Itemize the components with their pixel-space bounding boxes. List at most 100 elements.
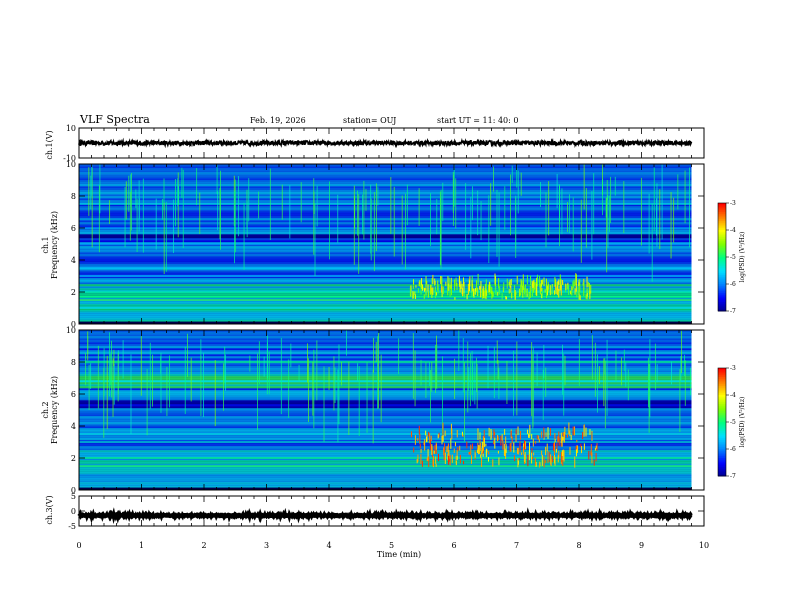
ch2-spectrogram-noise-row xyxy=(79,436,692,439)
ch2-colorbar-swatch xyxy=(718,413,726,416)
ch1-spectrogram-noise-row xyxy=(79,268,692,271)
ch3-waveform-ytick-label: -5 xyxy=(68,522,76,531)
ch2-colorbar-swatch xyxy=(718,378,726,382)
ch1-spectrogram-noise-row xyxy=(79,202,692,205)
ch2-spectrogram-noise-row xyxy=(79,458,692,461)
ch1-spectrogram-noise-row xyxy=(79,206,692,209)
ch2-spectrogram-ylabel-line2: Frequency (kHz) xyxy=(50,376,59,444)
ch2-spectrogram-noise-row xyxy=(79,410,692,413)
ch2-spectrogram-noise-row xyxy=(79,348,692,351)
ch1-spectrogram-noise-row xyxy=(79,244,692,247)
ch1-colorbar-swatch xyxy=(718,260,726,263)
ch2-spectrogram-noise-row xyxy=(79,420,692,423)
ch2-colorbar-swatch xyxy=(718,373,726,376)
ch2-spectrogram-noise-row xyxy=(79,366,692,369)
ch2-colorbar-swatch xyxy=(718,459,726,463)
ch1-spectrogram-ytick-label: 6 xyxy=(71,224,76,233)
ch1-spectrogram-noise-row xyxy=(79,212,692,215)
ch1-spectrogram-noise-row xyxy=(79,302,692,305)
ch1-spectrogram-noise-row xyxy=(79,164,692,167)
ch2-spectrogram-noise-row xyxy=(79,394,692,397)
ch2-colorbar-swatch xyxy=(718,441,726,445)
ch1-colorbar-swatch xyxy=(718,291,726,294)
ch1-spectrogram-noise-row xyxy=(79,236,692,239)
ch1-spectrogram-noise-row xyxy=(79,292,692,295)
ch2-spectrogram-noise-row xyxy=(79,356,692,359)
time-axis-tick-label: 5 xyxy=(389,541,394,550)
ch2-colorbar-swatch xyxy=(718,468,726,472)
ch1-spectrogram-noise-row xyxy=(79,224,692,227)
ch1-spectrogram-noise-row xyxy=(79,230,692,233)
ch1-colorbar-swatch xyxy=(718,309,726,312)
ch2-spectrogram-ytick-label: 8 xyxy=(71,358,76,367)
ch2-spectrogram-noise-row xyxy=(79,452,692,455)
ch2-spectrogram-noise-row xyxy=(79,464,692,467)
ch1-colorbar-tick-label: -4 xyxy=(730,227,736,234)
ch2-spectrogram-ytick-label: 2 xyxy=(71,454,76,463)
ch2-spectrogram-noise-row xyxy=(79,350,692,353)
ch2-colorbar-swatch xyxy=(718,396,726,400)
ch1-spectrogram-noise-row xyxy=(79,308,692,311)
ch1-colorbar-swatch xyxy=(718,285,726,289)
ch2-spectrogram-noise-row xyxy=(79,332,692,335)
ch1-spectrogram-noise-row xyxy=(79,232,692,235)
ch1-colorbar-swatch xyxy=(718,258,726,262)
ch2-spectrogram-noise-row xyxy=(79,370,692,373)
ch1-colorbar-tick-label: -7 xyxy=(730,308,736,315)
ch2-colorbar-swatch xyxy=(718,418,726,421)
ch2-spectrogram-noise-row xyxy=(79,378,692,381)
ch1-colorbar-swatch xyxy=(718,249,726,253)
ch1-spectrogram-noise-row xyxy=(79,286,692,289)
ch1-spectrogram-low-band xyxy=(79,321,692,324)
ch2-colorbar-tick-label: -6 xyxy=(730,446,736,453)
ch2-spectrogram-noise-row xyxy=(79,388,692,391)
ch2-spectrogram-noise-row xyxy=(79,486,692,489)
ch2-colorbar-tick-label: -4 xyxy=(730,392,736,399)
ch1-spectrogram-noise-row xyxy=(79,218,692,221)
ch1-colorbar-swatch xyxy=(718,257,726,260)
ch2-spectrogram-noise-row xyxy=(79,346,692,349)
ch1-colorbar-swatch xyxy=(718,206,726,209)
ch2-colorbar-swatch xyxy=(718,369,726,373)
ch2-colorbar-swatch xyxy=(718,411,726,414)
ch1-colorbar-swatch xyxy=(718,294,726,298)
ch1-spectrogram-noise-row xyxy=(79,186,692,189)
ch2-colorbar-swatch xyxy=(718,443,726,446)
ch2-colorbar-swatch xyxy=(718,375,726,378)
ch1-colorbar-swatch xyxy=(718,244,726,247)
ch1-spectrogram-noise-row xyxy=(79,168,692,171)
ch2-spectrogram-panel: 0 2 4 6 8 10 xyxy=(66,326,705,495)
ch2-spectrogram-noise-row xyxy=(79,468,692,471)
ch2-spectrogram-noise-row xyxy=(79,342,692,345)
ch2-spectrogram-noise-row xyxy=(79,470,692,473)
ch1-colorbar-swatch xyxy=(718,293,726,296)
ch2-spectrogram-noise-row xyxy=(79,334,692,337)
ch2-colorbar-swatch xyxy=(718,467,726,470)
ch2-colorbar-swatch xyxy=(718,389,726,392)
ch2-colorbar-swatch xyxy=(718,470,726,473)
ch2-spectrogram-noise-row xyxy=(79,472,692,475)
ch2-spectrogram-noise-row xyxy=(79,408,692,411)
ch2-spectrogram-noise-row xyxy=(79,392,692,395)
ch2-spectrogram-noise-row xyxy=(79,354,692,357)
ch1-spectrogram-noise-row xyxy=(79,270,692,273)
ch1-colorbar-swatch xyxy=(718,224,726,227)
ch1-colorbar-swatch xyxy=(718,215,726,218)
ch3-waveform-ytick-label: 5 xyxy=(71,492,76,501)
ch1-colorbar-swatch xyxy=(718,262,726,265)
ch2-spectrogram-low-band xyxy=(79,487,692,490)
ch2-colorbar-swatch xyxy=(718,380,726,383)
ch1-spectrogram-noise-row xyxy=(79,284,692,287)
ch2-colorbar-swatch xyxy=(718,458,726,461)
ch2-spectrogram-noise-row xyxy=(79,360,692,363)
ch2-colorbar-swatch xyxy=(718,429,726,432)
ch1-spectrogram-noise-row xyxy=(79,266,692,269)
ch3-waveform-panel: 5 0 -5 xyxy=(68,492,705,531)
time-axis-tick-label: 4 xyxy=(326,541,331,550)
ch1-colorbar-swatch xyxy=(718,269,726,272)
ch2-colorbar-tick-label: -7 xyxy=(730,473,736,480)
ch2-colorbar-swatch xyxy=(718,371,726,374)
ch1-spectrogram-ylabel-line1: ch.1 xyxy=(41,236,50,253)
ch2-spectrogram-ytick-label: 6 xyxy=(71,390,76,399)
